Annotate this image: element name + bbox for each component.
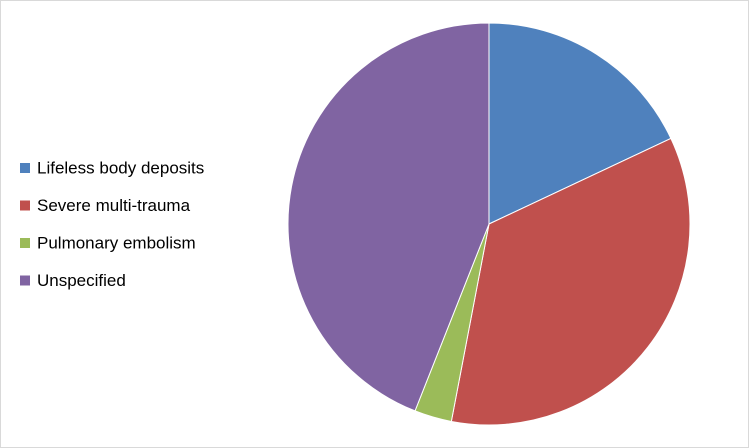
legend-swatch bbox=[20, 238, 30, 248]
pie-slice bbox=[488, 22, 672, 225]
legend-label: Lifeless body deposits bbox=[37, 158, 204, 177]
legend-swatch bbox=[20, 275, 30, 286]
pie-slice bbox=[450, 137, 691, 426]
legend-swatch bbox=[20, 200, 30, 211]
legend-label: Unspecified bbox=[37, 271, 126, 290]
pie-slice bbox=[287, 22, 490, 412]
legend-swatch bbox=[20, 163, 30, 173]
legend-label: Severe multi-trauma bbox=[37, 196, 191, 215]
legend-label: Pulmonary embolism bbox=[37, 233, 196, 252]
